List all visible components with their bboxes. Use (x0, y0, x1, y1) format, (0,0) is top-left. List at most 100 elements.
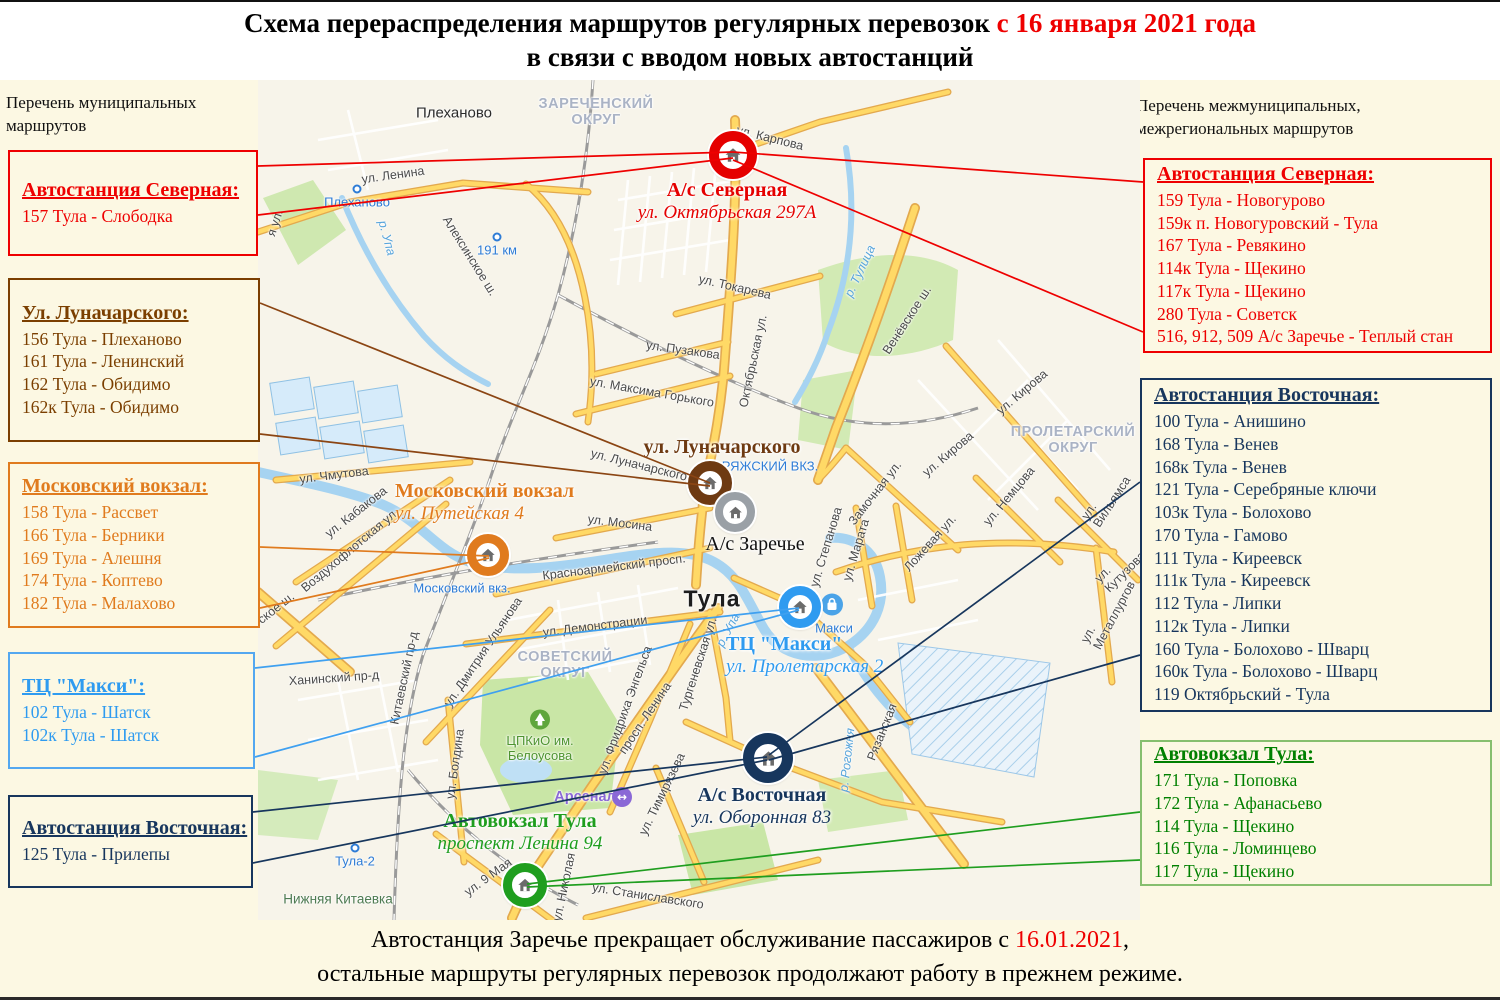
route-item: 172 Тула - Афанасьево (1154, 792, 1323, 813)
station-address: ул. Путейская 4 (395, 503, 524, 524)
route-box-title: Автовокзал Тула: (1154, 743, 1314, 766)
route-box-title: Московский вокзал: (22, 475, 208, 498)
route-item: 157 Тула - Слободка (22, 205, 173, 226)
station-dot-icon (492, 232, 502, 242)
station-label-zarechye: А/с Заречье (705, 533, 804, 556)
house-icon (725, 148, 741, 162)
station-name: ТЦ "Макси" (726, 633, 843, 655)
station-name: Автовокзал Тула (443, 810, 597, 832)
footer-note: Автостанция Заречье прекращает обслужива… (0, 924, 1500, 991)
route-box-r-severnaya: Автостанция Северная: 159 Тула - Новогуро… (1143, 158, 1492, 353)
route-box-title: Автостанция Северная: (1157, 162, 1375, 185)
station-label-moskovsky: Московский вокзал ул. Путейская 4 (395, 480, 574, 525)
route-box-l-moskovsky: Московский вокзал: 158 Тула - Рассвет 166 … (8, 462, 260, 628)
route-box-l-severnaya: Автостанция Северная: 157 Тула - Слободка (8, 150, 258, 256)
route-item: 100 Тула - Анишино (1154, 411, 1306, 432)
station-marker-moskovsky (467, 534, 509, 576)
page-title: Схема перераспределения маршрутов регуля… (0, 0, 1500, 80)
title-line1-black: Схема перераспределения маршрутов регуля… (243, 8, 997, 38)
route-item: 102 Тула - Шатск (22, 701, 151, 722)
route-box-title: Автостанция Северная: (22, 178, 240, 201)
station-marker-avtovokzal (503, 863, 547, 907)
route-item: 114 Тула - Щекино (1154, 815, 1295, 836)
station-dot-icon (350, 843, 360, 853)
station-marker-severnaya (709, 131, 757, 179)
station-label-lunacharskogo: ул. Луначарского (644, 436, 801, 459)
station-name: А/с Восточная (697, 784, 827, 806)
station-marker-vostochnaya (743, 733, 793, 783)
station-label-maksi: ТЦ "Макси" ул. Пролетарская 2 (726, 633, 883, 678)
route-item: 159 Тула - Новогурово (1157, 189, 1326, 210)
route-item: 168к Тула - Венев (1154, 456, 1287, 477)
route-item: 103к Тула - Болохово (1154, 502, 1312, 523)
route-item: 102к Тула - Шатск (22, 724, 160, 745)
title-line1-red-date: с 16 января 2021 года (996, 8, 1256, 38)
metro-arrows-icon: ↔ (612, 787, 632, 807)
station-label-vostochnaya: А/с Восточная ул. Оборонная 83 (693, 784, 831, 829)
map-label: Тула (683, 585, 741, 612)
route-item: 161 Тула - Ленинский (22, 351, 185, 372)
house-icon (728, 506, 742, 518)
map-label: РЯЖСКИЙ ВКЗ. (721, 458, 819, 474)
park-tree-icon (530, 709, 550, 735)
footer-date-red: 16.01.2021 (1015, 927, 1124, 953)
station-label-avtovokzal: Автовокзал Тула проспект Ленина 94 (438, 810, 603, 855)
house-icon (703, 476, 717, 490)
route-box-l-maksi: ТЦ "Макси": 102 Тула - Шатск 102к Тула - Ш… (8, 652, 255, 769)
route-box-title: Автостанция Восточная: (22, 817, 248, 840)
route-item: 114к Тула - Щекино (1157, 258, 1306, 279)
city-map: Плеханово ЗАРЕЧЕНСКИЙ ОКРУГ ул. Карпова ул.… (258, 80, 1140, 920)
route-item: 171 Тула - Поповка (1154, 770, 1298, 791)
route-item: 174 Тула - Коптево (22, 570, 163, 591)
bottom-border (0, 997, 1500, 1000)
route-item: 158 Тула - Рассвет (22, 502, 159, 523)
route-item: 117 Тула - Щекино (1154, 861, 1295, 882)
route-item: 160к Тула - Болохово - Шварц (1154, 661, 1378, 682)
route-item: 116 Тула - Ломинцево (1154, 838, 1317, 859)
route-item: 162 Тула - Обидимо (22, 374, 171, 394)
route-item: 170 Тула - Гамово (1154, 524, 1288, 545)
station-name: А/с Северная (666, 179, 788, 201)
footer-line1-black: Автостанция Заречье прекращает обслужива… (370, 927, 1016, 953)
house-icon (793, 600, 807, 614)
route-item: 160 Тула - Болохово - Шварц (1154, 638, 1369, 659)
route-item: 166 Тула - Берники (22, 524, 165, 545)
map-label: Арсенал (554, 789, 616, 805)
map-label: ПРОЛЕТАРСКИЙ ОКРУГ (1010, 424, 1136, 456)
station-label-severnaya: А/с Северная ул. Октябрьская 297А (638, 179, 817, 224)
house-icon (760, 750, 776, 766)
station-marker-zarechye (715, 492, 755, 532)
route-item: 117к Тула - Щекино (1157, 280, 1306, 301)
footer-line2: остальные маршруты регулярных перевозок … (317, 960, 1183, 987)
route-box-title: Ул. Луначарского: (22, 301, 189, 324)
route-item: 121 Тула - Серебряные ключи (1154, 479, 1377, 500)
route-item: 167 Тула - Ревякино (1157, 235, 1306, 256)
route-box-l-lunacharskogo: Ул. Луначарского: 156 Тула - Плеханово 161… (8, 278, 260, 442)
station-address: ул. Октябрьская 297А (637, 202, 817, 223)
route-box-title: Автостанция Восточная: (1154, 384, 1380, 407)
station-name: А/с Заречье (705, 533, 805, 555)
route-box-r-vostochnaya: Автостанция Восточная: 100 Тула - Анишино… (1140, 378, 1492, 712)
station-address: проспект Ленина 94 (437, 833, 603, 854)
route-box-r-avtovokzal: Автовокзал Тула: 171 Тула - Поповка 172 Ту… (1140, 740, 1492, 886)
route-box-title: ТЦ "Макси": (22, 674, 146, 697)
route-item: 169 Тула - Алешня (22, 547, 162, 568)
map-label: СОВЕТСКИЙ ОКРУГ (517, 649, 613, 681)
shopping-bag-icon (821, 593, 843, 621)
route-item: 162к Тула - Обидимо (22, 396, 180, 417)
map-label: Плеханово (324, 194, 390, 210)
station-name: Московский вокзал (395, 480, 575, 502)
route-item: 125 Тула - Прилепы (22, 844, 170, 865)
map-label: ЗАРЕЧЕНСКИЙ ОКРУГ (538, 96, 654, 128)
map-label: Нижняя Китаевка (283, 891, 393, 907)
route-item: 159к п. Новогуровский - Тула (1157, 212, 1378, 233)
map-label: Тула-2 (335, 853, 375, 869)
route-item: 112к Тула - Липки (1154, 615, 1290, 636)
route-item: 182 Тула - Малахово (22, 593, 176, 614)
footer-line1-comma: , (1123, 927, 1130, 953)
left-panel-header: Перечень муниципальных маршрутов (6, 93, 197, 135)
map-label: Плеханово (416, 104, 492, 122)
title-line2: в связи с вводом новых автостанций (526, 41, 974, 72)
station-address: ул. Пролетарская 2 (726, 656, 884, 677)
